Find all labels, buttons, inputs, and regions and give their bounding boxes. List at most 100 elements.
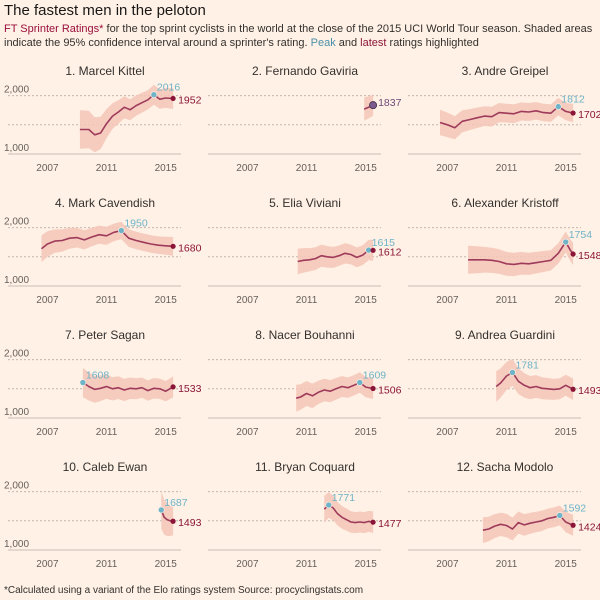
- panel-title: 8. Nacer Bouhanni: [255, 328, 355, 342]
- x-tick-label: 2015: [155, 163, 178, 174]
- x-tick-label: 2011: [96, 163, 118, 174]
- peak-marker: [554, 103, 562, 110]
- latest-label: 1493: [578, 385, 600, 397]
- x-tick-label: 2011: [496, 295, 518, 306]
- x-tick-label: 2007: [436, 559, 459, 570]
- peak-label: 1837: [378, 97, 402, 109]
- x-tick-label: 2007: [36, 427, 59, 438]
- rating-line: [297, 249, 374, 263]
- subtitle-text-2: ratings highlighted: [386, 37, 479, 49]
- chart-panel-9: 9. Andrea Guardini 2007 2011 2015 1781 1493: [404, 328, 600, 446]
- peak-marker: [79, 379, 87, 386]
- latest-marker: [170, 95, 176, 102]
- latest-label: 1702: [578, 109, 600, 121]
- latest-marker: [570, 110, 576, 116]
- latest-label: 1493: [178, 517, 202, 529]
- x-tick-label: 2007: [236, 427, 259, 438]
- peak-label: 1687: [164, 497, 188, 509]
- peak-marker: [509, 369, 516, 376]
- x-tick-label: 2007: [36, 559, 59, 570]
- chart-panel-7: 7. Peter Sagan 2,000 1,000 2007 2011 2015 1608…: [4, 328, 202, 446]
- confidence-band: [296, 372, 374, 412]
- x-tick-label: 2015: [555, 559, 578, 570]
- x-tick-label: 2015: [355, 163, 378, 174]
- x-tick-label: 2015: [355, 427, 378, 438]
- latest-label: 1424: [578, 521, 600, 533]
- x-tick-label: 2015: [355, 559, 378, 570]
- latest-marker: [370, 247, 376, 253]
- x-tick-label: 2011: [96, 427, 118, 438]
- panel-title: 5. Elia Viviani: [269, 196, 341, 210]
- peak-label: 2016: [157, 82, 181, 94]
- peak-label: 1608: [86, 370, 110, 382]
- peak-label: 1592: [563, 502, 587, 514]
- x-tick-label: 2015: [555, 295, 578, 306]
- rating-line: [439, 105, 574, 129]
- peak-label: 1781: [515, 359, 539, 371]
- subtitle-peak-word: Peak: [310, 37, 336, 49]
- rating-line: [468, 241, 574, 266]
- x-tick-label: 2007: [436, 427, 459, 438]
- panel-plot: 2007 2011 2015 1771 1477: [208, 491, 402, 570]
- chart-panel-8: 8. Nacer Bouhanni 2007 2011 2015 1609 1506: [204, 328, 402, 446]
- panel-plot: 2007 2011 2015 1609 1506: [208, 359, 402, 438]
- x-tick-label: 2011: [96, 559, 118, 570]
- peak-marker: [150, 91, 158, 99]
- subtitle-and-word: and: [335, 37, 361, 49]
- peak-label: 1609: [363, 369, 387, 381]
- x-tick-label: 2011: [296, 295, 318, 306]
- panel-plot: 2007 2011 2015 1754 1548: [408, 227, 600, 306]
- latest-label: 1548: [578, 250, 600, 262]
- x-tick-label: 2015: [555, 427, 578, 438]
- latest-marker: [570, 522, 576, 528]
- chart-panel-2: 2. Fernando Gaviria 2007 2011 2015 1837: [204, 64, 402, 182]
- confidence-band: [496, 359, 574, 402]
- chart-panel-3: 3. Andre Greipel 2007 2011 2015 1812 1702: [404, 64, 600, 182]
- panel-plot: 2,000 1,000 2007 2011 2015 1608 1533: [4, 349, 202, 438]
- peak-marker: [562, 238, 569, 246]
- subtitle-text-1: for the top sprint cyclists in the world…: [4, 23, 593, 49]
- x-tick-label: 2011: [96, 295, 118, 306]
- latest-marker: [170, 384, 176, 390]
- panel-plot: 2007 2011 2015 1781 1493: [408, 359, 600, 438]
- x-tick-label: 2015: [155, 295, 178, 306]
- chart-panel-1: 1. Marcel Kittel 2,000 1,000 2007 2011 2015 20…: [4, 64, 202, 182]
- peak-marker: [118, 227, 125, 234]
- chart-panel-5: 5. Elia Viviani 2007 2011 2015 1615 1612: [204, 196, 402, 314]
- x-tick-label: 2011: [496, 163, 518, 174]
- x-tick-label: 2007: [36, 163, 59, 174]
- panel-title: 4. Mark Cavendish: [54, 196, 156, 210]
- latest-marker: [369, 101, 378, 110]
- confidence-band: [41, 221, 174, 263]
- peak-label: 1950: [124, 218, 148, 230]
- panel-title: 12. Sacha Modolo: [456, 460, 554, 474]
- chart-panel-11: 11. Bryan Coquard 2007 2011 2015 1771 1477: [204, 460, 402, 578]
- rating-line: [82, 381, 174, 393]
- subtitle-highlight: FT Sprinter Ratings*: [4, 23, 104, 35]
- x-tick-label: 2007: [236, 295, 259, 306]
- x-tick-label: 2015: [155, 559, 178, 570]
- rating-line: [41, 229, 174, 250]
- latest-marker: [370, 519, 376, 525]
- confidence-band: [79, 84, 174, 153]
- peak-label: 1615: [372, 237, 396, 249]
- panel-title: 9. Andrea Guardini: [454, 328, 556, 342]
- confidence-band: [82, 368, 174, 403]
- x-tick-label: 2015: [355, 295, 378, 306]
- footnote: *Calculated using a variant of the Elo r…: [4, 585, 364, 596]
- rating-line: [79, 93, 174, 136]
- latest-label: 1533: [178, 383, 202, 395]
- rating-line: [323, 504, 374, 524]
- subtitle-latest-word: latest: [360, 37, 387, 49]
- panel-title: 3. Andre Greipel: [461, 64, 549, 78]
- panel-title: 2. Fernando Gaviria: [251, 64, 359, 78]
- x-tick-label: 2007: [36, 295, 59, 306]
- x-tick-label: 2015: [555, 163, 578, 174]
- panel-plot: 2,000 1,000 2007 2011 2015 1950 1680: [4, 217, 202, 306]
- y-tick-label: 2,000: [4, 481, 29, 492]
- panel-title: 11. Bryan Coquard: [255, 460, 355, 474]
- x-tick-label: 2015: [155, 427, 178, 438]
- latest-marker: [570, 386, 576, 392]
